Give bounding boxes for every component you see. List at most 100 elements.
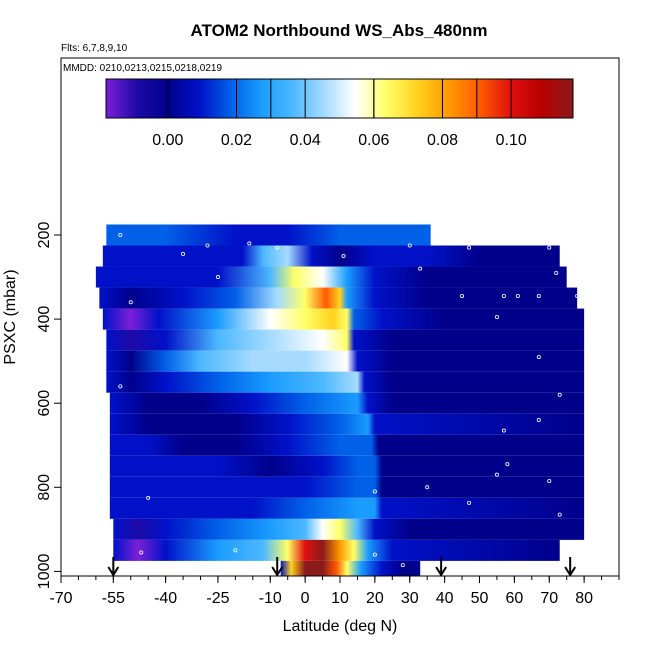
arrow-head [435, 566, 447, 577]
sample-marker [181, 251, 186, 256]
x-tick-label: -25 [206, 590, 229, 607]
y-tick-label: 600 [36, 390, 53, 417]
sample-marker [460, 293, 465, 298]
heat-row [95, 266, 567, 288]
heat-row [109, 476, 585, 498]
sample-marker [536, 354, 541, 359]
sample-marker [215, 275, 220, 280]
sample-marker [557, 392, 562, 397]
colorbar: 0.00 0.02 0.04 0.06 0.08 0.10 [105, 78, 574, 149]
heat-row [102, 308, 585, 330]
sample-marker [557, 512, 562, 517]
x-tick-label: 0 [301, 590, 310, 607]
colorbar-tick-label: 0.02 [221, 132, 252, 149]
sample-marker [536, 293, 541, 298]
heat-row [109, 455, 585, 477]
sample-marker [494, 314, 499, 319]
arrow-head [271, 566, 284, 577]
sample-marker [86, 268, 91, 273]
heat-row [106, 371, 585, 393]
sample-marker [372, 489, 377, 494]
dates-label: MMDD: 0210,0213,0215,0218,0219 [63, 63, 222, 74]
x-axis-label: Latitude (deg N) [283, 618, 398, 635]
heat-row [109, 413, 585, 435]
heatmap-layer [95, 224, 585, 576]
sample-marker [501, 293, 506, 298]
sample-marker [501, 428, 506, 433]
y-tick-label: 200 [36, 222, 53, 249]
colorbar-tick-label: 0.04 [290, 132, 321, 149]
x-tick-label: 50 [471, 590, 489, 607]
sample-marker [118, 384, 123, 389]
sample-marker [275, 245, 280, 250]
sample-marker [407, 243, 412, 248]
sample-marker [418, 266, 423, 271]
colorbar-tick-label: 0.08 [427, 132, 458, 149]
heat-row [106, 329, 585, 351]
sample-marker [421, 563, 426, 568]
y-tick-label: 1000 [36, 554, 53, 590]
sample-marker [400, 563, 405, 568]
y-axis-label: PSXC (mbar) [2, 269, 19, 364]
sample-marker [536, 418, 541, 423]
sample-marker [505, 462, 510, 467]
sample-marker [467, 500, 472, 505]
heat-row [106, 350, 585, 372]
sample-marker [139, 550, 144, 555]
x-tick-label: 80 [575, 590, 593, 607]
sample-marker [146, 495, 151, 500]
sample-marker [515, 293, 520, 298]
heat-row [109, 392, 585, 414]
sample-marker [599, 293, 604, 298]
heat-row [113, 539, 560, 561]
heat-row [106, 224, 431, 246]
x-axis: -70 -55 -40 -25 -10 0 10 20 30 40 50 60 70 80 [49, 576, 620, 607]
colorbar-gradient [106, 79, 573, 118]
x-tick-label: -40 [154, 590, 177, 607]
heat-row [109, 497, 585, 519]
x-tick-label: -10 [259, 590, 282, 607]
sample-marker [494, 472, 499, 477]
arrow-head [107, 566, 120, 577]
x-tick-label: 10 [331, 590, 349, 607]
colorbar-tick-label: 0.06 [358, 132, 389, 149]
sample-marker [118, 232, 123, 237]
x-tick-label: 40 [436, 590, 454, 607]
x-tick-label: 30 [401, 590, 419, 607]
x-tick-label: 70 [540, 590, 558, 607]
sample-marker [128, 300, 133, 305]
sample-marker [575, 293, 580, 298]
sample-marker [247, 241, 252, 246]
flight-arrows [107, 557, 577, 577]
sample-marker [205, 243, 210, 248]
heat-row [109, 434, 585, 456]
sample-marker [104, 548, 109, 553]
colorbar-tick-label: 0.00 [152, 132, 183, 149]
colorbar-frame [105, 78, 574, 119]
sample-marker [372, 552, 377, 557]
x-tick-label: -55 [102, 590, 125, 607]
x-tick-label: 60 [505, 590, 523, 607]
sample-marker [547, 478, 552, 483]
heat-row [99, 287, 578, 309]
y-axis: 200 400 600 800 1000 [36, 222, 62, 590]
chart-title: ATOM2 Northbound WS_Abs_480nm [191, 21, 488, 40]
sample-marker [467, 245, 472, 250]
heat-row [280, 560, 421, 576]
y-tick-label: 800 [36, 474, 53, 501]
sample-marker [233, 548, 238, 553]
y-tick-label: 400 [36, 306, 53, 333]
sample-markers [86, 232, 604, 568]
sample-marker [425, 485, 430, 490]
colorbar-tick-label: 0.10 [496, 132, 527, 149]
arrow-head [564, 566, 577, 577]
heat-row [113, 518, 585, 540]
x-tick-label: 20 [366, 590, 384, 607]
flights-label: Flts: 6,7,8,9,10 [61, 43, 128, 54]
x-tick-label: -70 [49, 590, 72, 607]
heat-row [102, 245, 560, 267]
sample-marker [554, 270, 559, 275]
sample-marker [547, 245, 552, 250]
sample-marker [341, 254, 346, 259]
